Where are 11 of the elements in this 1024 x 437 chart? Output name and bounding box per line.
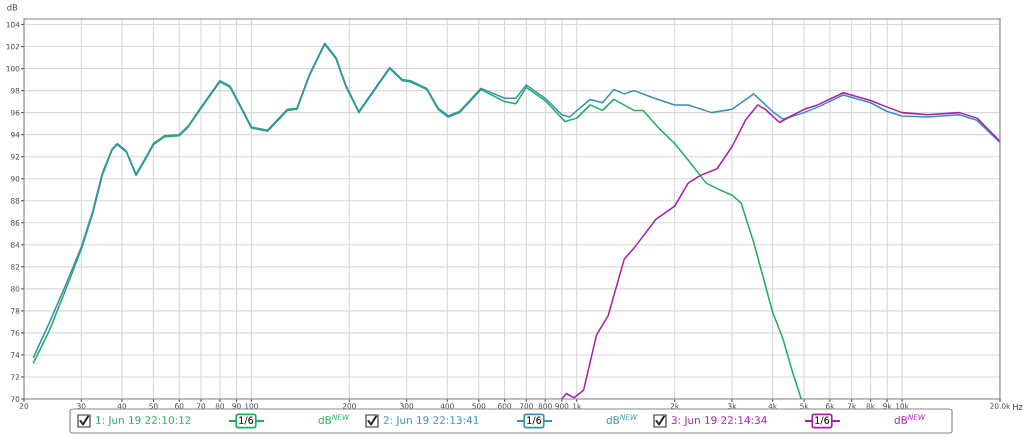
text: dB$^{NEW}$	[894, 414, 926, 424]
x-axis-title: Hz	[1013, 403, 1023, 410]
text: dB$^{NEW}$	[606, 414, 638, 424]
text: 1/6	[815, 416, 830, 425]
text: 1/6	[527, 416, 542, 425]
y-axis-title: dB	[7, 4, 18, 11]
text: 3: Jun 19 22:14:34	[671, 416, 767, 426]
text: 2: Jun 19 22:13:41	[383, 416, 479, 426]
text: 1/6	[239, 416, 254, 425]
text: 1: Jun 19 22:10:12	[96, 416, 191, 426]
text: dB$^{NEW}$	[318, 414, 350, 424]
